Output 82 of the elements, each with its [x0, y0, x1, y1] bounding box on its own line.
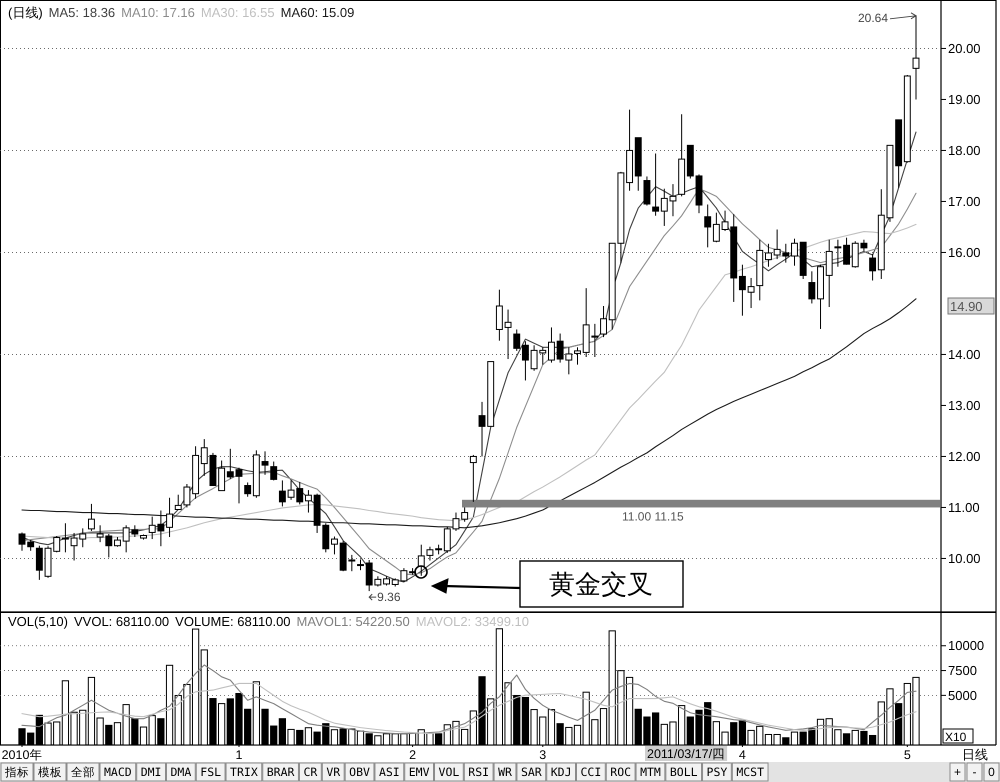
candlestick [756, 239, 764, 301]
text: 14.90 [950, 299, 983, 314]
text: VR [326, 765, 340, 779]
x-tick-label: 2010年 [2, 748, 42, 762]
candlestick [878, 188, 885, 280]
y-tick-label: 17.00 [948, 194, 981, 209]
text: WR [498, 765, 512, 779]
text: EMV [408, 765, 430, 779]
text: MACD [104, 765, 132, 779]
candlestick [704, 204, 712, 248]
candlestick [912, 15, 920, 100]
text: TRIX [230, 765, 258, 779]
candlestick [200, 438, 208, 476]
y-tick-label: 19.00 [948, 92, 981, 107]
text: MCST [736, 765, 764, 779]
y-tick-label: 16.00 [948, 244, 981, 260]
chart-title: (日线) [8, 5, 43, 20]
text: KDJ [550, 765, 572, 779]
candlestick [660, 188, 668, 226]
text: 2011/03/17/四 [647, 747, 726, 761]
text: FSL [200, 765, 222, 779]
y-tick-label: 14.00 [948, 346, 981, 362]
y-tick-label: 5000 [948, 688, 977, 703]
text: DMA [170, 765, 192, 779]
x-tick-label: 5 [904, 748, 911, 762]
text: 全部 [71, 765, 95, 779]
annotation: VVOL: 68110.00 [74, 614, 170, 629]
text: CR [303, 765, 318, 779]
text: MAVOL1: 54220.50 [296, 614, 410, 629]
candlestick [591, 323, 598, 358]
text: MA10: 17.16 [121, 5, 195, 20]
text: MA30: 16.55 [200, 5, 275, 20]
candlestick [852, 240, 859, 268]
text: BRAR [266, 765, 295, 779]
candlestick [826, 239, 833, 308]
y-tick-label: 20.00 [948, 40, 981, 56]
series-label: VOLUME: 68110.00 [175, 614, 291, 629]
text: CCI [580, 765, 602, 779]
x-tick-label: 3 [539, 748, 546, 762]
text: SAR [520, 765, 542, 779]
candlestick [730, 214, 738, 302]
text: MA60: 15.09 [280, 5, 354, 20]
annotation: 9.36 [377, 590, 401, 604]
y-tick-label: 13.00 [948, 398, 981, 413]
text: PSY [706, 765, 728, 779]
text: - [972, 765, 976, 779]
line-series [21, 664, 917, 734]
text: 日线 [962, 747, 988, 762]
y-tick-label: 10.00 [948, 550, 981, 566]
text: ROC [610, 765, 632, 779]
text: 模板 [38, 765, 62, 779]
text: OBV [349, 765, 370, 779]
text: DMI [140, 765, 162, 779]
candlestick [79, 528, 86, 548]
candlestick [348, 554, 356, 572]
candlestick [670, 184, 676, 217]
y-tick-label: 11.00 [948, 500, 980, 515]
annotation: 20.64 [858, 10, 888, 25]
text: X10 [945, 730, 967, 744]
chart-title: VOL(5,10) [8, 614, 68, 629]
line-series [21, 298, 917, 528]
line-series [21, 682, 917, 734]
text: 0 [988, 765, 996, 779]
text: + [954, 765, 962, 779]
x-tick-label: 4 [738, 748, 746, 762]
text: BOLL [670, 765, 698, 779]
band-label: 11.00 11.15 [622, 509, 684, 524]
x-tick-label: 1 [236, 748, 243, 762]
text: MTM [640, 765, 661, 779]
y-tick-label: 18.00 [948, 142, 981, 158]
candlestick [96, 524, 104, 543]
text: MAVOL2: 33499.10 [416, 614, 530, 629]
y-tick-label: 7500 [948, 663, 977, 678]
y-tick-label: 10000 [948, 638, 984, 654]
text: RSI [468, 765, 490, 779]
text: VOL [438, 765, 460, 779]
text: ASI [378, 765, 400, 779]
annotation: 黄金交叉 [549, 570, 653, 599]
x-tick-label: 2 [409, 748, 416, 762]
y-tick-label: 12.00 [948, 448, 981, 464]
text: 指标 [4, 765, 29, 779]
text: MA5: 18.36 [48, 5, 116, 20]
